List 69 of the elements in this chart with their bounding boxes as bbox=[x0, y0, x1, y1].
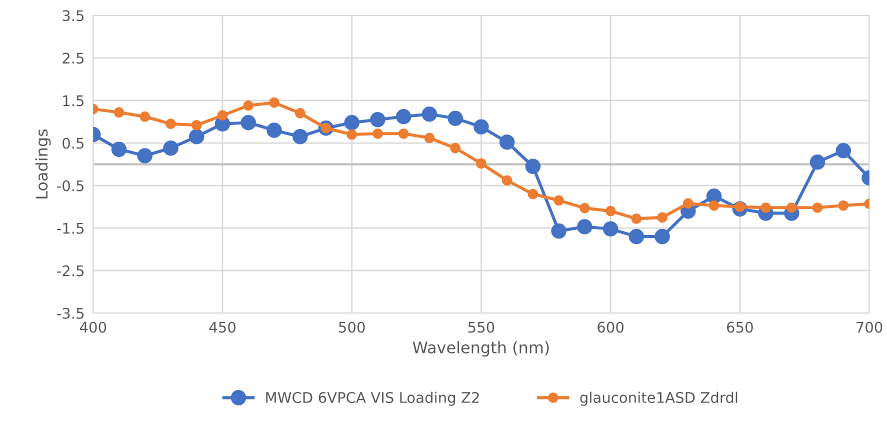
y-tick-label: 1.5 bbox=[63, 95, 84, 106]
point bbox=[628, 228, 644, 244]
y-tick-label: 3.5 bbox=[62, 10, 84, 22]
point bbox=[269, 97, 280, 108]
point bbox=[243, 100, 254, 111]
legend-label: glauconite1ASD Zdrdl bbox=[580, 392, 738, 406]
x-tick-label: 500 bbox=[339, 322, 365, 333]
point bbox=[346, 129, 358, 140]
point bbox=[810, 154, 826, 170]
y-axis-title: Loadings bbox=[35, 129, 51, 198]
x-tick-label: 400 bbox=[80, 322, 106, 333]
point bbox=[137, 148, 153, 164]
point bbox=[657, 212, 668, 223]
point bbox=[525, 158, 541, 174]
point bbox=[114, 107, 124, 118]
point bbox=[577, 219, 592, 234]
point bbox=[708, 200, 720, 211]
point bbox=[240, 114, 256, 130]
point bbox=[370, 112, 386, 128]
point bbox=[786, 202, 797, 213]
point bbox=[682, 198, 694, 209]
point bbox=[422, 106, 438, 122]
point bbox=[579, 202, 590, 214]
point bbox=[474, 119, 489, 134]
x-tick-label: 450 bbox=[209, 322, 236, 333]
x-tick-label: 550 bbox=[468, 322, 494, 333]
legend-label: MWCD 6VPCA VIS Loading Z2 bbox=[266, 392, 479, 406]
x-tick-label: 600 bbox=[598, 322, 624, 333]
x-axis-title: Wavelength (nm) bbox=[412, 341, 549, 357]
x-tick-label: 700 bbox=[856, 322, 882, 333]
point bbox=[372, 128, 383, 139]
point bbox=[398, 128, 409, 139]
point bbox=[266, 122, 282, 138]
point bbox=[140, 111, 150, 122]
point bbox=[605, 206, 616, 216]
point bbox=[554, 195, 564, 206]
point bbox=[499, 134, 515, 150]
y-tick-label: 2.5 bbox=[62, 52, 84, 64]
point bbox=[344, 114, 360, 130]
point bbox=[476, 158, 486, 169]
point bbox=[424, 132, 435, 144]
point bbox=[163, 140, 178, 156]
point bbox=[292, 128, 308, 144]
point bbox=[654, 228, 670, 244]
y-tick-label: -0.5 bbox=[57, 180, 84, 192]
point bbox=[706, 188, 722, 204]
point bbox=[551, 223, 566, 239]
point bbox=[631, 213, 642, 224]
point bbox=[760, 202, 771, 213]
point bbox=[838, 200, 849, 211]
point bbox=[111, 142, 127, 158]
point bbox=[448, 110, 463, 126]
point bbox=[217, 110, 228, 121]
point bbox=[836, 143, 852, 158]
point bbox=[191, 120, 202, 130]
point bbox=[450, 142, 461, 154]
point bbox=[166, 118, 176, 130]
y-tick-label: -3.5 bbox=[57, 308, 84, 319]
point bbox=[812, 202, 823, 213]
y-tick-label: -2.5 bbox=[57, 265, 84, 276]
point bbox=[294, 108, 306, 118]
point bbox=[502, 175, 512, 186]
point bbox=[188, 128, 204, 144]
y-tick-label: 0.5 bbox=[62, 138, 84, 149]
y-tick-label: -1.5 bbox=[57, 222, 84, 234]
point bbox=[528, 188, 538, 200]
point bbox=[602, 221, 618, 237]
point bbox=[396, 109, 412, 124]
x-tick-label: 650 bbox=[727, 322, 753, 333]
